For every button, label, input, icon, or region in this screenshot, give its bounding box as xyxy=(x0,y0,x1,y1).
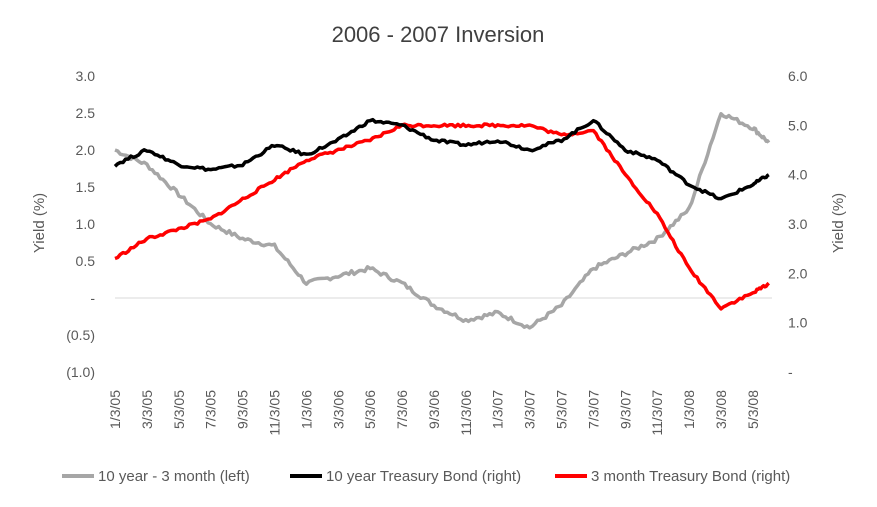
legend-label: 10 year Treasury Bond (right) xyxy=(326,468,521,485)
x-tick-label: 11/3/07 xyxy=(649,390,665,436)
y-left-tick-label: 1.5 xyxy=(76,179,96,195)
x-tick-label: 7/3/06 xyxy=(394,390,410,429)
x-axis-ticks: 1/3/05 3/3/05 5/3/05 7/3/05 9/3/05 11/3/05 1/3… xyxy=(107,390,761,436)
legend: 10 year - 3 month (left) 10 year Treasury… xyxy=(62,468,790,485)
y-left-tick-label: (0.5) xyxy=(66,327,95,343)
x-tick-label: 3/3/06 xyxy=(330,390,346,429)
x-tick-label: 3/3/07 xyxy=(522,390,538,429)
x-tick-label: 11/3/06 xyxy=(458,390,474,436)
y-right-tick-label: 2.0 xyxy=(788,265,808,281)
x-tick-label: 9/3/05 xyxy=(235,390,251,429)
x-tick-label: 3/3/08 xyxy=(713,390,729,429)
x-tick-label: 7/3/05 xyxy=(203,390,219,429)
right-axis-ticks: 6.0 5.0 4.0 3.0 2.0 1.0 - xyxy=(788,68,808,380)
y-left-label: Yield (%) xyxy=(31,193,48,253)
series-layer xyxy=(113,112,771,330)
series-line xyxy=(113,117,770,201)
y-left-tick-label: (1.0) xyxy=(66,364,95,380)
chart-title: 2006 - 2007 Inversion xyxy=(332,22,545,47)
y-left-tick-label: 0.5 xyxy=(76,253,96,269)
y-right-tick-label: 4.0 xyxy=(788,167,808,183)
x-tick-label: 5/3/06 xyxy=(362,390,378,429)
x-tick-label: 1/3/06 xyxy=(298,390,314,429)
x-tick-label: 5/3/07 xyxy=(554,390,570,429)
y-right-tick-label: 6.0 xyxy=(788,68,808,84)
y-right-label: Yield (%) xyxy=(830,193,847,253)
x-tick-label: 1/3/05 xyxy=(107,390,123,429)
y-right-tick-label: 5.0 xyxy=(788,117,808,133)
x-tick-label: 1/3/07 xyxy=(490,390,506,429)
legend-label: 3 month Treasury Bond (right) xyxy=(591,468,790,485)
y-right-tick-label: - xyxy=(788,364,793,380)
series-line xyxy=(114,122,770,311)
y-right-tick-label: 3.0 xyxy=(788,216,808,232)
x-tick-label: 11/3/05 xyxy=(266,390,282,436)
y-right-tick-label: 1.0 xyxy=(788,315,808,331)
y-left-tick-label: 1.0 xyxy=(76,216,96,232)
y-left-tick-label: 3.0 xyxy=(76,68,96,84)
y-left-tick-label: 2.5 xyxy=(76,105,96,121)
x-tick-label: 9/3/07 xyxy=(617,390,633,429)
x-tick-label: 5/3/08 xyxy=(745,390,761,429)
x-tick-label: 7/3/07 xyxy=(585,390,601,429)
y-left-tick-label: 2.0 xyxy=(76,142,96,158)
x-tick-label: 3/3/05 xyxy=(139,390,155,429)
series-line xyxy=(114,112,771,330)
y-left-tick-label: - xyxy=(90,290,95,306)
legend-label: 10 year - 3 month (left) xyxy=(98,468,250,485)
x-tick-label: 1/3/08 xyxy=(681,390,697,429)
left-axis-ticks: 3.0 2.5 2.0 1.5 1.0 0.5 - (0.5) (1.0) xyxy=(66,68,95,380)
x-tick-label: 5/3/05 xyxy=(171,390,187,429)
x-tick-label: 9/3/06 xyxy=(426,390,442,429)
